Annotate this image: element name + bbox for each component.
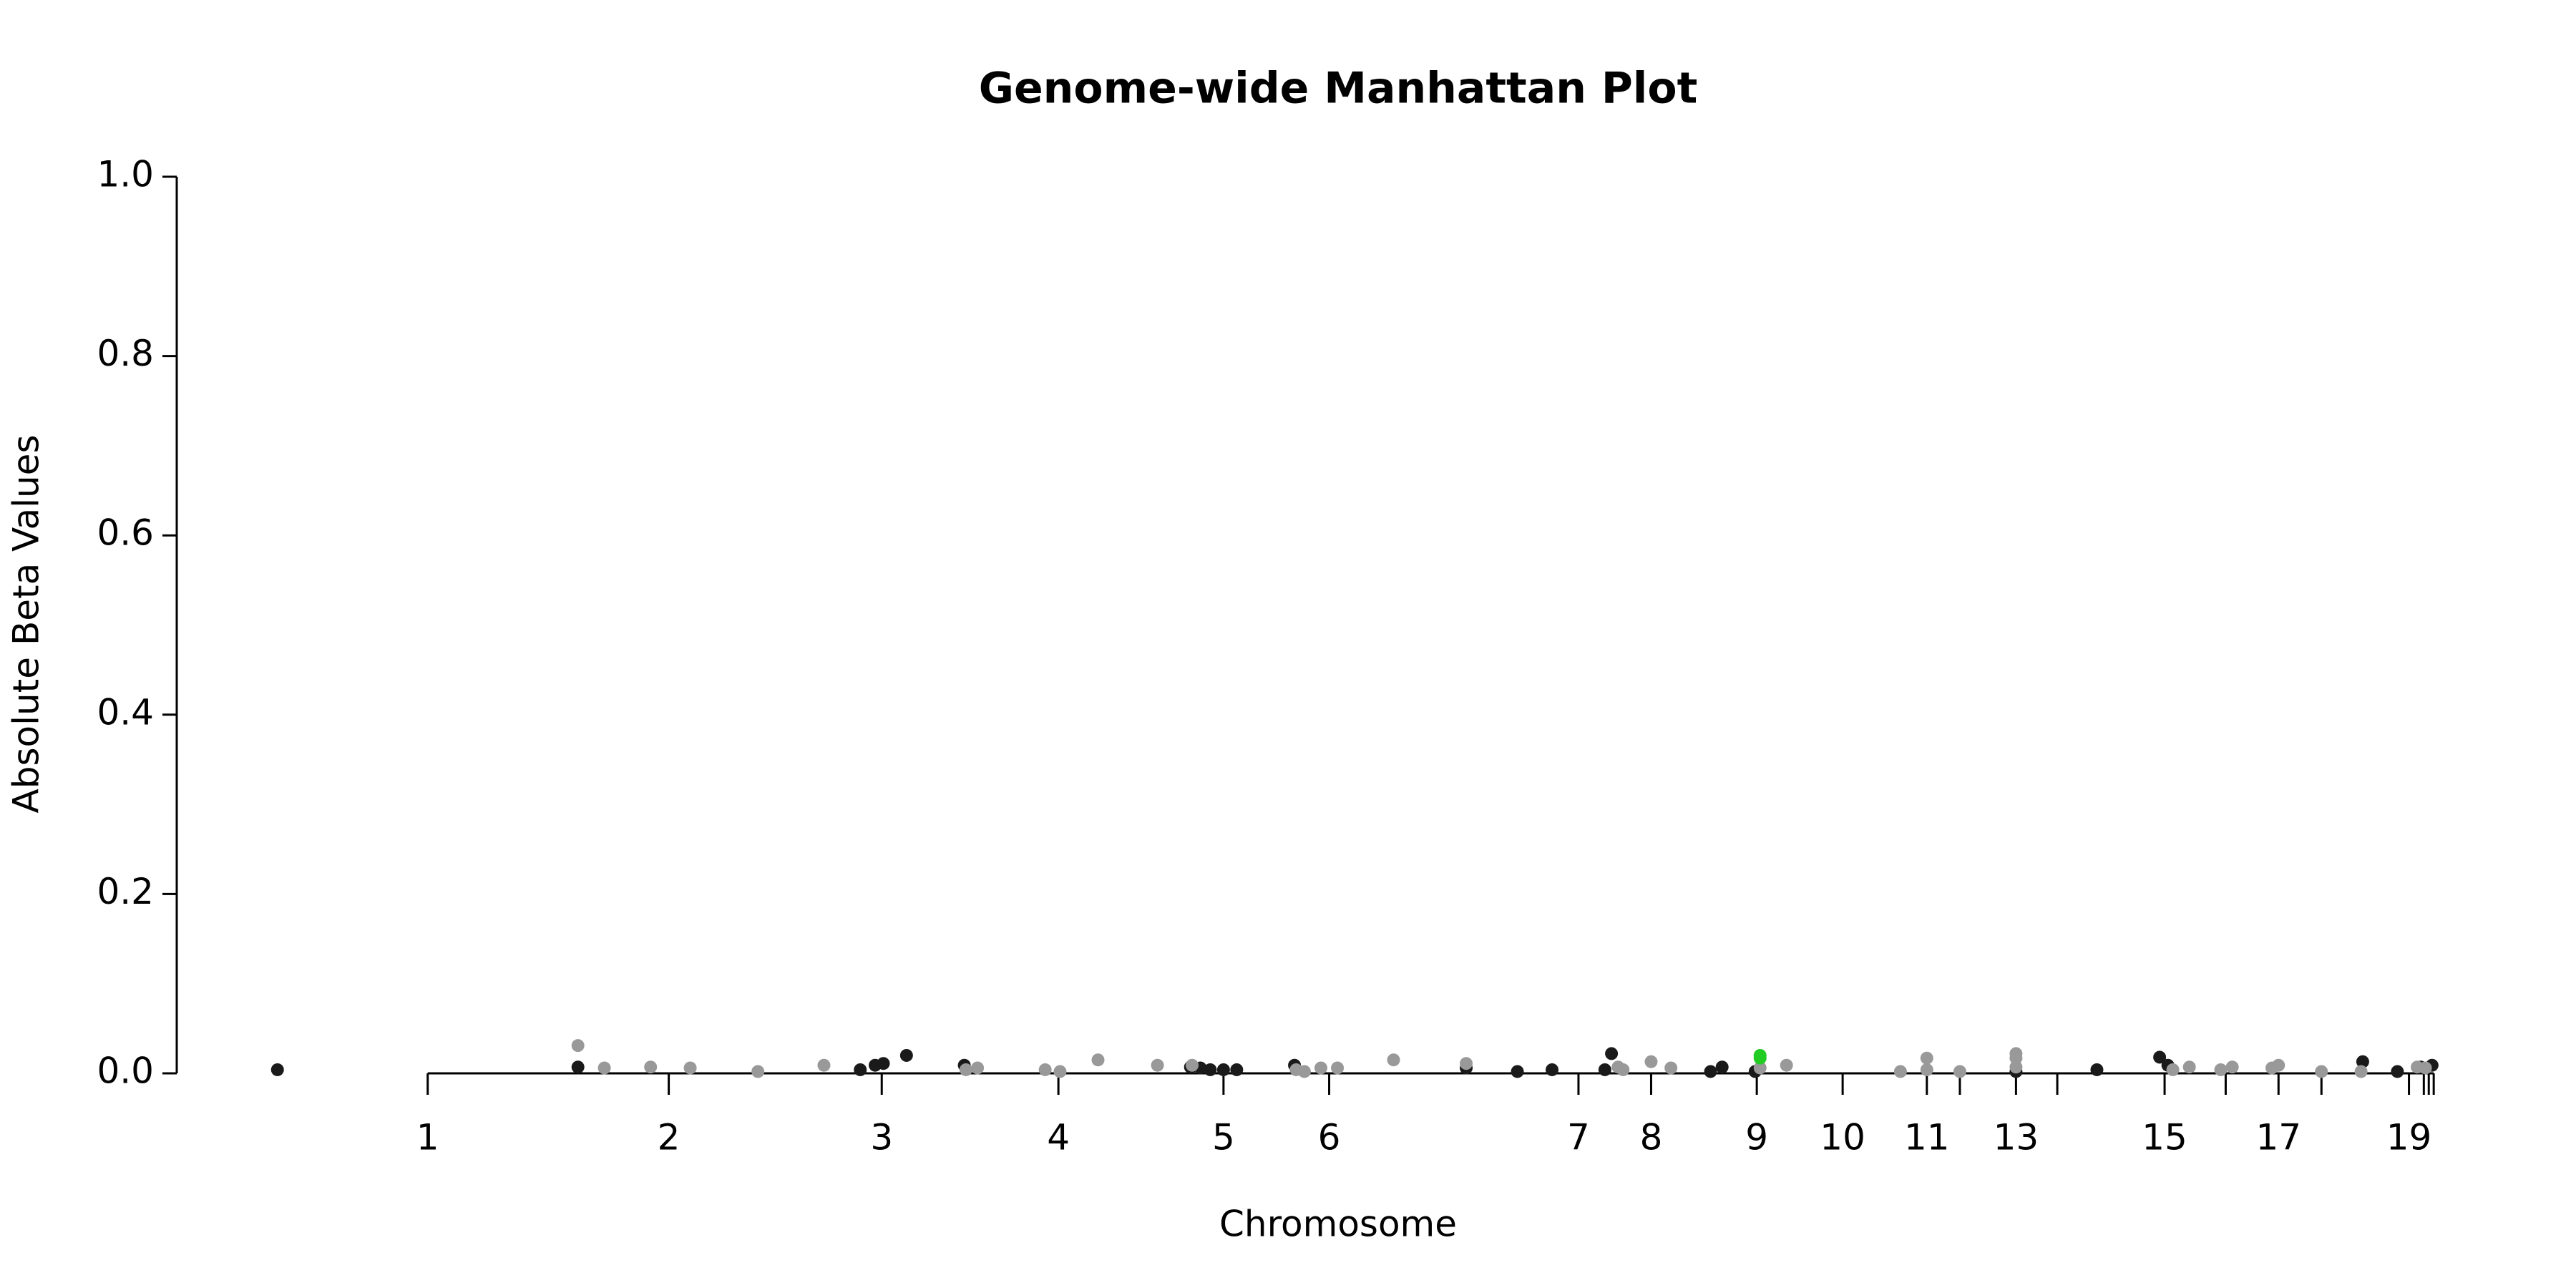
x-axis-title: Chromosome [1219, 1204, 1457, 1245]
point [959, 1063, 972, 1076]
x-tick-label: 4 [1047, 1117, 1070, 1158]
y-tick-label: 0.8 [97, 333, 154, 374]
point [1053, 1065, 1067, 1078]
x-tick-label: 3 [870, 1117, 893, 1158]
point [644, 1060, 658, 1074]
point [1920, 1051, 1933, 1065]
point [1644, 1055, 1658, 1068]
point [2272, 1058, 2285, 1072]
point [1780, 1058, 1793, 1072]
y-tick-label: 0.4 [97, 691, 154, 733]
x-tick-label: 6 [1318, 1117, 1341, 1158]
point [751, 1065, 765, 1078]
point [1314, 1061, 1327, 1075]
point [971, 1061, 985, 1075]
point [854, 1063, 867, 1076]
point [270, 1063, 284, 1076]
y-tick-label: 1.0 [97, 154, 154, 195]
point [1546, 1063, 1559, 1076]
point [2182, 1060, 2196, 1074]
point [2356, 1055, 2369, 1068]
x-tick-label: 10 [1820, 1117, 1865, 1158]
point [1297, 1065, 1311, 1078]
point [1920, 1063, 1933, 1076]
point [877, 1057, 890, 1070]
point [2166, 1063, 2180, 1076]
x-tick-label: 17 [2255, 1117, 2301, 1158]
point [1091, 1053, 1105, 1067]
x-tick-label: 19 [2386, 1117, 2432, 1158]
point [1616, 1063, 1630, 1076]
x-tick-label: 5 [1212, 1117, 1235, 1158]
point [1753, 1061, 1767, 1075]
x-tick-label: 9 [1745, 1117, 1768, 1158]
point [1704, 1065, 1717, 1078]
point [1387, 1053, 1400, 1067]
x-tick-label: 2 [658, 1117, 680, 1158]
point [1753, 1051, 1767, 1065]
x-tick-label: 15 [2142, 1117, 2187, 1158]
y-tick-label: 0.6 [97, 512, 154, 554]
y-tick-label: 0.2 [97, 871, 154, 912]
point [899, 1048, 913, 1062]
point [1216, 1063, 1230, 1076]
point [2391, 1065, 2404, 1078]
point [597, 1061, 611, 1075]
y-tick-label: 0.0 [97, 1050, 154, 1092]
point [1186, 1058, 1199, 1072]
x-tick-label: 11 [1904, 1117, 1950, 1158]
point [1460, 1057, 1473, 1070]
point [2214, 1063, 2228, 1076]
point [2009, 1060, 2023, 1074]
point [1230, 1063, 1244, 1076]
point [2354, 1065, 2368, 1078]
point [1151, 1058, 1164, 1072]
point [2153, 1050, 2167, 1064]
point [1038, 1063, 1052, 1076]
point [1598, 1063, 1611, 1076]
point [683, 1061, 697, 1075]
point [1664, 1061, 1678, 1075]
point [571, 1060, 585, 1074]
point [2090, 1063, 2104, 1076]
x-tick-label: 13 [1994, 1117, 2039, 1158]
x-tick-label: 1 [416, 1117, 439, 1158]
point [2315, 1065, 2328, 1078]
point [1715, 1060, 1729, 1074]
point [571, 1039, 585, 1053]
point [1204, 1063, 1217, 1076]
y-axis-title: Absolute Beta Values [6, 435, 47, 814]
point [1331, 1061, 1345, 1075]
point [1605, 1047, 1619, 1060]
x-tick-label: 7 [1567, 1117, 1590, 1158]
point [817, 1058, 831, 1072]
point [2009, 1051, 2023, 1065]
point [2419, 1061, 2432, 1075]
x-tick-label: 8 [1640, 1117, 1663, 1158]
point [1893, 1065, 1907, 1078]
point [1953, 1065, 1966, 1078]
chart-title: Genome-wide Manhattan Plot [979, 64, 1698, 114]
point [2225, 1060, 2239, 1074]
point [1511, 1065, 1524, 1078]
